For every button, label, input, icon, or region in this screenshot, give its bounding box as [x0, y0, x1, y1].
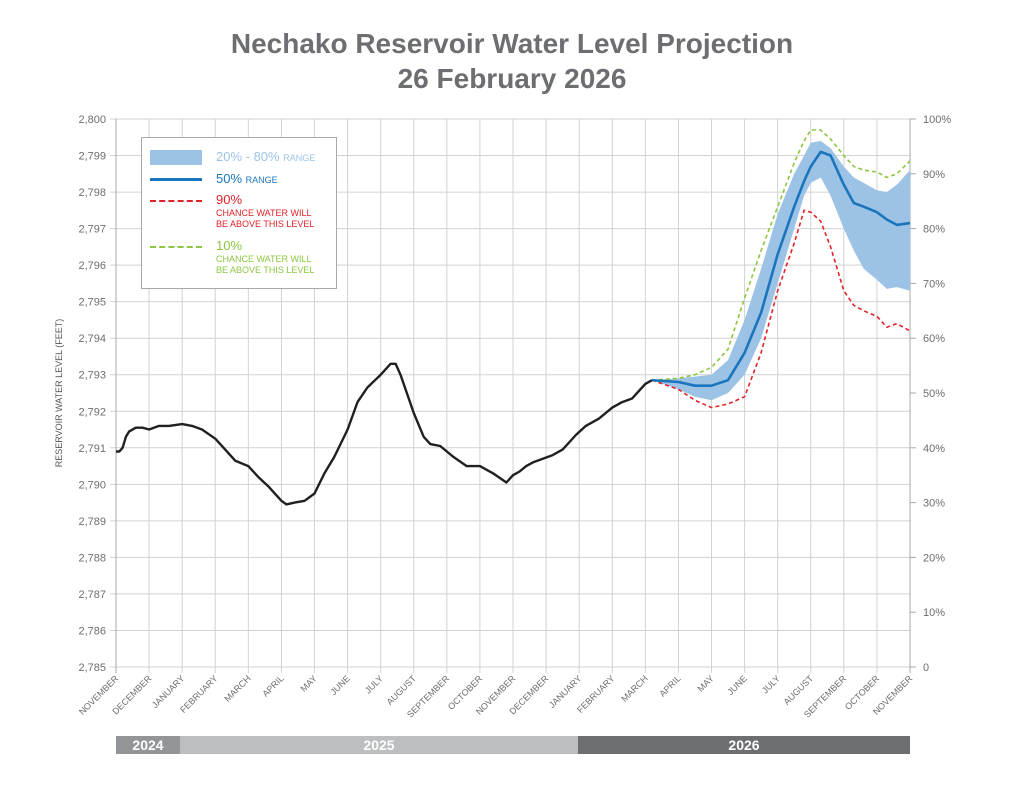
legend-90-desc-2: BE ABOVE THIS LEVEL — [216, 219, 315, 229]
y-tick-label: 2,785 — [78, 662, 106, 674]
y2-tick-label: 90% — [923, 169, 945, 181]
legend-10-desc-1: CHANCE WATER WILL — [216, 254, 312, 264]
x-tick-label: JULY — [363, 673, 385, 695]
y-tick-label: 2,798 — [78, 187, 106, 199]
y-tick-label: 2,793 — [78, 370, 106, 382]
legend-90-desc-1: CHANCE WATER WILL — [216, 208, 312, 218]
y-axis-label: RESERVOIR WATER LEVEL (FEET) — [54, 319, 64, 468]
y-tick-label: 2,786 — [78, 625, 106, 637]
p10-line — [651, 129, 911, 381]
y2-tick-label: 100% — [923, 114, 951, 126]
y-tick-label: 2,799 — [78, 151, 106, 163]
year-bar-2026: 2026 — [578, 736, 910, 754]
x-tick-label: APRIL — [260, 673, 285, 698]
y-tick-label: 2,794 — [78, 333, 106, 345]
chart-subtitle-date: 26 February 2026 — [397, 63, 627, 94]
x-tick-label: MAY — [299, 673, 319, 693]
y2-tick-label: 0 — [923, 662, 929, 674]
y-tick-label: 2,790 — [78, 479, 106, 491]
y2-tick-label: 50% — [923, 388, 945, 400]
median-line — [651, 150, 911, 388]
y2-tick-label: 70% — [923, 278, 945, 290]
y2-tick-label: 20% — [923, 552, 945, 564]
y-tick-label: 2,795 — [78, 297, 106, 309]
x-tick-label: MARCH — [619, 673, 649, 703]
historical-line — [116, 362, 653, 506]
legend-50-label: 50% — [216, 171, 243, 186]
legend-50-suffix: RANGE — [245, 175, 278, 185]
x-tick-label: JUNE — [328, 673, 352, 697]
x-tick-label: APRIL — [657, 673, 682, 698]
y2-tick-label: 10% — [923, 607, 945, 619]
x-tick-label: MARCH — [222, 673, 252, 703]
y-tick-label: 2,787 — [78, 589, 106, 601]
x-tick-label: JUNE — [725, 673, 749, 697]
y2-tick-label: 30% — [923, 498, 945, 510]
legend-10-label: 10% — [216, 238, 243, 253]
band-swatch — [150, 150, 202, 165]
y-tick-label: 2,789 — [78, 516, 106, 528]
y2-tick-label: 40% — [923, 443, 945, 455]
legend-20-80-suffix: RANGE — [283, 153, 316, 163]
y2-tick-label: 60% — [923, 333, 945, 345]
y2-tick-label: 80% — [923, 224, 945, 236]
y-tick-label: 2,792 — [78, 406, 106, 418]
year-bar-2024: 2024 — [116, 736, 180, 754]
x-tick-label: AUGUST — [782, 673, 816, 707]
x-tick-label: AUGUST — [385, 673, 419, 707]
band-20-80 — [651, 140, 910, 401]
y-tick-label: 2,796 — [78, 260, 106, 272]
y-tick-label: 2,791 — [78, 443, 106, 455]
legend-10-desc-2: BE ABOVE THIS LEVEL — [216, 265, 315, 275]
y-tick-label: 2,788 — [78, 552, 106, 564]
x-tick-label: MAY — [696, 673, 716, 693]
y-tick-label: 2,800 — [78, 114, 106, 126]
p90-dashed-swatch — [150, 200, 202, 202]
chart-title: Nechako Reservoir Water Level Projection — [230, 28, 794, 59]
x-tick-label: JULY — [760, 673, 782, 695]
legend-90-label: 90% — [216, 192, 243, 207]
legend: 20% - 80% RANGE 50% RANGE 90% CHANCE WAT… — [141, 137, 337, 289]
y-tick-label: 2,797 — [78, 224, 106, 236]
legend-20-80-label: 20% - 80% — [216, 149, 280, 164]
p10-dashed-swatch — [150, 246, 202, 248]
median-line-swatch — [150, 178, 202, 181]
year-bar-2025: 2025 — [180, 736, 578, 754]
